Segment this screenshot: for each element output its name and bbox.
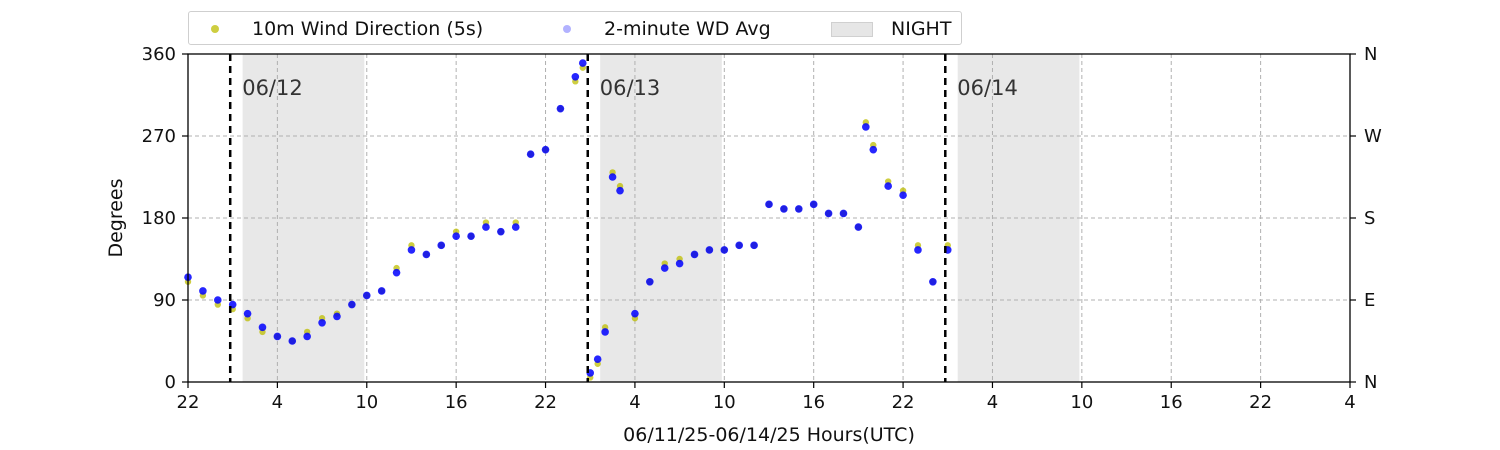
axes-layer: 22 4 10 16 22 4 10 16 22 4 10 16 22 4 0 N 90 E 180 S 270 W 360… — [142, 44, 1382, 413]
avg-2min-point — [392, 268, 401, 277]
avg-2min-point — [690, 250, 699, 259]
avg-2min-point — [601, 328, 609, 336]
legend-item-2min-avg: 2-minute WD Avg — [563, 17, 771, 41]
avg-2min-point — [735, 241, 744, 250]
avg-2min-point — [839, 209, 848, 218]
y-tick-label: 0 — [165, 372, 176, 393]
right-axis-label: E — [1364, 290, 1375, 311]
day-marker-label-3: 06/14 — [957, 76, 1018, 100]
avg-2min-point — [333, 312, 341, 321]
right-axis-label: W — [1364, 126, 1382, 147]
avg-2min-point — [303, 332, 311, 341]
avg-2min-point — [631, 309, 639, 318]
avg-2min-point — [899, 191, 907, 200]
avg-2min-point — [593, 355, 602, 364]
avg-2min-point — [854, 223, 863, 231]
avg-2min-point — [660, 264, 669, 272]
avg-2min-point — [646, 277, 654, 286]
avg-2min-point — [511, 223, 520, 231]
y-tick-label: 180 — [142, 208, 176, 229]
legend-label-2min-avg: 2-minute WD Avg — [604, 18, 771, 40]
legend-label-wind-5s: 10m Wind Direction (5s) — [252, 18, 484, 40]
avg-2min-point — [794, 205, 803, 213]
x-tick-label: 16 — [1160, 392, 1183, 413]
day-marker-label-1: 06/12 — [242, 76, 303, 100]
avg-2min-point — [705, 246, 714, 254]
avg-2min-point — [824, 209, 833, 218]
avg-2min-point — [348, 300, 356, 309]
avg-2min-point — [213, 296, 222, 304]
y-axis-label: Degrees — [105, 178, 127, 257]
avg-2min-point — [497, 227, 505, 236]
day-marker-label-2: 06/13 — [600, 76, 661, 100]
avg-2min-point — [362, 291, 371, 300]
avg-2min-point — [467, 232, 475, 241]
x-tick-label: 16 — [802, 392, 825, 413]
right-axis-label: S — [1364, 208, 1375, 229]
avg-2min-point — [675, 259, 684, 268]
avg-2min-point — [526, 150, 535, 159]
avg-2min-point — [452, 232, 460, 241]
avg-2min-point — [288, 337, 297, 345]
x-tick-label: 10 — [713, 392, 736, 413]
legend-swatch-wind-5s — [211, 25, 219, 33]
x-tick-label: 16 — [445, 392, 468, 413]
avg-2min-point — [243, 309, 252, 318]
x-tick-label: 22 — [534, 392, 557, 413]
legend-swatch-night — [831, 21, 873, 37]
avg-2min-point — [571, 72, 580, 81]
avg-2min-point — [809, 200, 818, 209]
avg-2min-point — [437, 241, 446, 250]
x-tick-label: 4 — [1344, 392, 1355, 413]
legend-swatch-2min-avg — [563, 25, 571, 33]
avg-2min-point — [765, 200, 773, 209]
x-tick-label: 4 — [629, 392, 640, 413]
right-axis-label: N — [1364, 44, 1377, 65]
avg-2min-point — [541, 145, 550, 154]
avg-2min-point — [422, 250, 431, 259]
x-tick-label: 4 — [272, 392, 283, 413]
avg-2min-point — [884, 182, 892, 190]
avg-2min-point — [258, 323, 267, 332]
avg-2min-point — [862, 123, 870, 131]
x-tick-label: 22 — [177, 392, 200, 413]
avg-2min-point — [869, 145, 878, 154]
legend: 10m Wind Direction (5s) 2-minute WD Avg … — [188, 11, 962, 45]
y-tick-label: 90 — [153, 290, 176, 311]
right-axis-label: N — [1364, 372, 1377, 393]
avg-2min-point — [377, 287, 386, 295]
legend-item-wind-5s: 10m Wind Direction (5s) — [211, 17, 483, 41]
x-tick-label: 10 — [355, 392, 378, 413]
scatter-points-layer — [184, 59, 952, 381]
avg-2min-point — [750, 241, 758, 250]
x-tick-label: 4 — [987, 392, 998, 413]
avg-2min-point — [482, 223, 490, 231]
avg-2min-point — [578, 59, 587, 67]
avg-2min-point — [199, 287, 207, 295]
x-tick-label: 22 — [892, 392, 915, 413]
avg-2min-point — [318, 318, 326, 327]
day-marker-layer: 06/12 06/13 06/14 — [228, 54, 1018, 382]
avg-2min-point — [914, 246, 922, 254]
avg-2min-point — [616, 186, 624, 195]
avg-2min-point — [720, 246, 729, 254]
y-tick-label: 270 — [142, 126, 176, 147]
x-tick-label: 10 — [1070, 392, 1093, 413]
avg-2min-point — [556, 104, 565, 113]
y-tick-label: 360 — [142, 44, 176, 65]
avg-2min-point — [608, 173, 617, 181]
avg-2min-point — [929, 277, 937, 286]
avg-2min-point — [780, 205, 788, 213]
x-tick-label: 22 — [1249, 392, 1272, 413]
legend-label-night: NIGHT — [891, 18, 952, 40]
avg-2min-point — [407, 246, 416, 254]
x-axis-label: 06/11/25-06/14/25 Hours(UTC) — [623, 424, 915, 446]
avg-2min-point — [273, 332, 282, 341]
legend-item-night: NIGHT — [831, 17, 951, 41]
